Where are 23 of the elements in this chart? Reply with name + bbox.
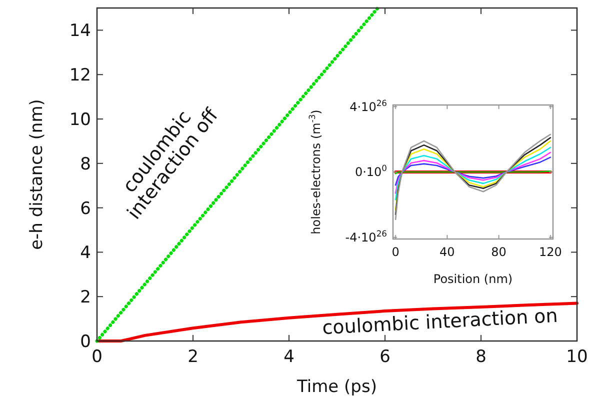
y-tick-label: 14 <box>69 21 91 42</box>
x-tick-label: 40 <box>440 245 455 259</box>
x-tick-label: 2 <box>188 347 198 367</box>
x-tick-label: 0 <box>392 245 400 259</box>
series-label: coulombic interaction on <box>322 304 558 340</box>
y-tick-label: -4·10$^{26}$ <box>345 228 387 245</box>
y-tick-label: 10 <box>69 110 91 130</box>
y-tick-label: 4·10$^{26}$ <box>350 98 387 114</box>
y-tick-label: 0·10$^{0}$ <box>354 163 387 180</box>
line-series <box>96 302 578 342</box>
x-tick-label: 8 <box>476 347 486 367</box>
y-tick-label: 12 <box>69 66 91 86</box>
x-tick-label: 4 <box>284 347 294 367</box>
y-tick-label: 2 <box>80 288 91 308</box>
y-tick-label: 6 <box>80 198 91 219</box>
y-tick-label: 0 <box>80 332 91 352</box>
y-tick-label: 8 <box>80 154 91 174</box>
x-axis-title: Time (ps) <box>296 377 377 397</box>
x-axis-title: Position (nm) <box>433 272 513 286</box>
y-axis-title: e-h distance (nm) <box>27 99 47 250</box>
x-tick-label: 120 <box>538 245 562 259</box>
x-tick-label: 80 <box>491 245 506 259</box>
x-tick-label: 10 <box>566 347 588 367</box>
